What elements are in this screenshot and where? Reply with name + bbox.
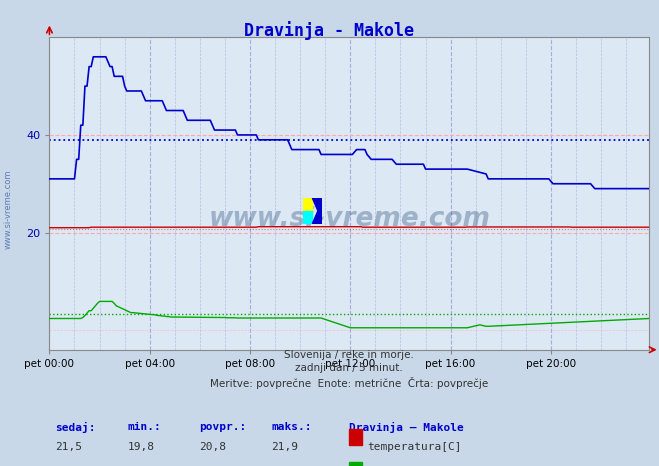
Text: www.si-vreme.com: www.si-vreme.com xyxy=(3,170,13,249)
Text: maks.:: maks.: xyxy=(272,422,312,432)
Text: www.si-vreme.com: www.si-vreme.com xyxy=(208,206,490,232)
Text: min.:: min.: xyxy=(127,422,161,432)
Bar xyxy=(303,198,312,211)
Bar xyxy=(349,429,362,445)
Text: Slovenija / reke in morje.
zadnji dan / 5 minut.
Meritve: povprečne  Enote: metr: Slovenija / reke in morje. zadnji dan / … xyxy=(210,350,488,389)
Bar xyxy=(303,211,312,224)
Text: 20,8: 20,8 xyxy=(200,442,226,452)
Text: temperatura[C]: temperatura[C] xyxy=(367,442,462,452)
Text: 21,9: 21,9 xyxy=(272,442,299,452)
Text: Dravinja – Makole: Dravinja – Makole xyxy=(349,422,464,433)
Text: Dravinja - Makole: Dravinja - Makole xyxy=(244,21,415,40)
Bar xyxy=(349,462,362,466)
Text: sedaj:: sedaj: xyxy=(55,422,96,433)
Text: 19,8: 19,8 xyxy=(127,442,154,452)
Text: povpr.:: povpr.: xyxy=(200,422,246,432)
Text: 21,5: 21,5 xyxy=(55,442,82,452)
Polygon shape xyxy=(312,198,322,224)
